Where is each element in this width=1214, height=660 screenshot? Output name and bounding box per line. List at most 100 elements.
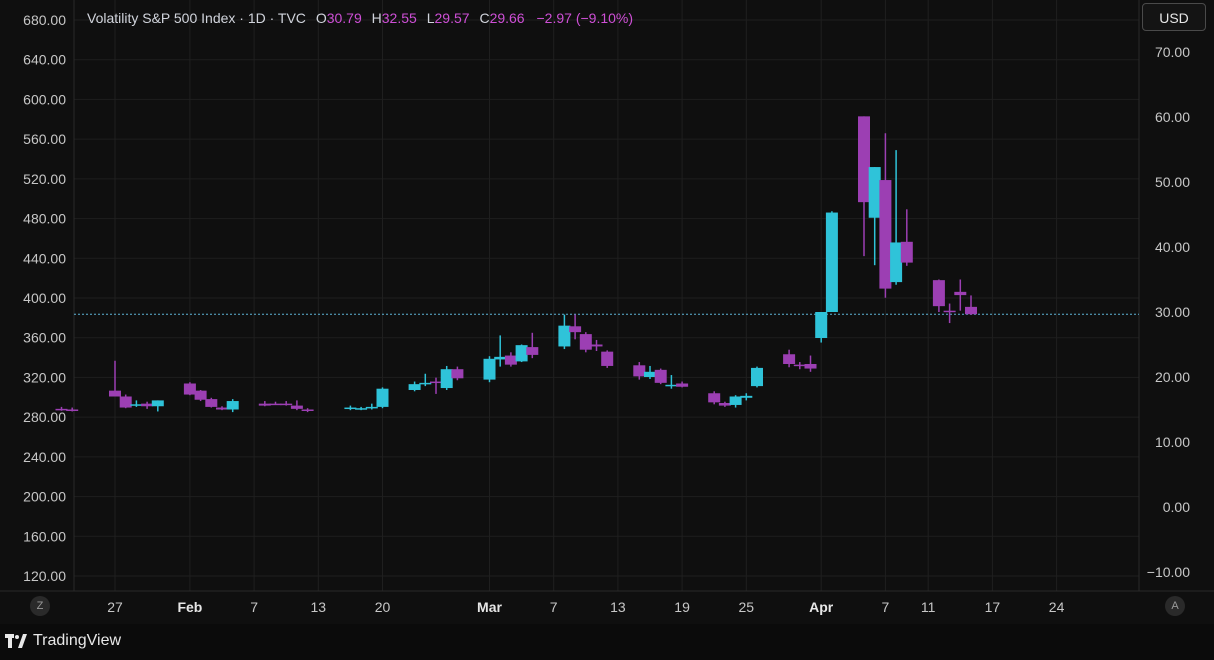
candle-body <box>965 306 977 315</box>
legend-title: Volatility S&P 500 Index · 1D · TVC <box>87 10 306 26</box>
right-axis-tick-label: 10.00 <box>1155 434 1190 450</box>
candlestick-chart: 680.00 640.00 600.00 560.00 520.00 480.00 440.… <box>0 0 1214 615</box>
legend-low-label: L <box>426 10 435 26</box>
candle <box>109 360 121 397</box>
time-axis-tick-label: 25 <box>739 599 755 615</box>
brand[interactable]: TradingView <box>5 632 121 650</box>
candle <box>900 209 913 266</box>
candle-body <box>729 396 742 405</box>
candle-body <box>644 371 656 377</box>
candle <box>601 350 614 368</box>
candle-body <box>151 400 164 407</box>
candle-body <box>226 401 239 410</box>
legend-close-label: C <box>479 10 490 26</box>
candle <box>194 390 207 402</box>
candle <box>280 401 293 406</box>
time-axis-tick-label: Mar <box>477 599 502 615</box>
right-axis-tick-label: 70.00 <box>1155 44 1190 60</box>
candle <box>226 399 239 413</box>
candle <box>515 344 528 363</box>
candle-body <box>601 351 614 366</box>
candle-body <box>558 325 571 347</box>
time-axis-tick-label: 7 <box>882 599 890 615</box>
time-axis-tick-label: Feb <box>177 599 202 615</box>
left-axis-tick-label: 560.00 <box>23 131 66 147</box>
right-axis-tick-label: 50.00 <box>1155 174 1190 190</box>
candle <box>729 395 742 408</box>
candle <box>879 133 892 298</box>
candle-body <box>954 291 967 296</box>
candle-body <box>718 403 731 406</box>
candle <box>183 382 196 396</box>
time-axis-tick-label: 13 <box>311 599 327 615</box>
time-axis-tick-label: 19 <box>674 599 690 615</box>
left-axis-tick-label: 680.00 <box>23 12 66 28</box>
candle <box>526 332 539 359</box>
candle <box>825 211 838 312</box>
legend-high-value: 32.55 <box>381 10 417 26</box>
candle <box>290 400 303 411</box>
right-axis-tick-label: 40.00 <box>1155 239 1190 255</box>
legend-open-value: 30.79 <box>326 10 362 26</box>
candle-body <box>194 390 207 400</box>
candle <box>718 401 731 407</box>
candle-body <box>183 383 196 395</box>
candle <box>419 373 432 387</box>
candle <box>558 314 571 350</box>
time-axis-tick-label: Apr <box>809 599 834 615</box>
candle-body <box>130 404 143 406</box>
left-axis-tick-label: 600.00 <box>23 91 66 107</box>
left-price-axis: 680.00 640.00 600.00 560.00 520.00 480.00 440.… <box>23 12 66 584</box>
brand-name: TradingView <box>33 632 122 649</box>
candle <box>665 375 678 389</box>
candle-body <box>890 242 903 283</box>
time-axis-tick-label: 7 <box>550 599 558 615</box>
candle <box>119 394 132 409</box>
candle <box>141 401 154 409</box>
time-axis-tick-label: 7 <box>250 599 258 615</box>
left-axis-tick-label: 400.00 <box>23 290 66 306</box>
candle <box>216 406 228 411</box>
candle-body <box>66 409 79 411</box>
candle-body <box>932 280 945 307</box>
currency-button[interactable]: USD <box>1142 3 1206 31</box>
right-axis-tick-label: 60.00 <box>1155 109 1190 125</box>
auto-scale-right-button[interactable]: A <box>1165 596 1185 616</box>
candle-body <box>494 356 507 360</box>
auto-scale-left-button[interactable]: Z <box>30 596 50 616</box>
candle-body <box>205 399 218 407</box>
candle <box>676 381 689 388</box>
time-axis-tick-label: 11 <box>921 599 936 615</box>
candles <box>55 116 977 413</box>
candle <box>440 365 453 390</box>
candle <box>494 335 507 367</box>
candle <box>504 352 517 367</box>
left-axis-tick-label: 360.00 <box>23 330 66 346</box>
candle <box>751 366 763 388</box>
candle-body <box>783 354 796 364</box>
candle <box>954 279 967 311</box>
legend-high-label: H <box>371 10 382 26</box>
candle-body <box>858 116 870 203</box>
candle <box>355 406 368 411</box>
candle <box>451 366 464 381</box>
candle <box>858 116 870 257</box>
time-axis-tick-label: 20 <box>375 599 391 615</box>
time-axis-tick-label: 17 <box>985 599 1001 615</box>
candle <box>943 303 956 324</box>
candle-body <box>355 408 368 410</box>
left-axis-tick-label: 640.00 <box>23 52 66 68</box>
right-axis-tick-label: 30.00 <box>1155 304 1190 320</box>
left-axis-tick-label: 520.00 <box>23 171 66 187</box>
candle <box>932 279 945 312</box>
left-axis-tick-label: 120.00 <box>23 568 66 584</box>
left-axis-tick-label: 240.00 <box>23 449 66 465</box>
candle <box>258 401 271 407</box>
gridlines <box>74 0 1139 591</box>
candle <box>344 405 357 411</box>
candle <box>130 400 143 407</box>
time-axis-tick-label: 24 <box>1049 599 1065 615</box>
candle-body <box>943 310 956 313</box>
legend-low-value: 29.57 <box>434 10 470 26</box>
candle <box>269 401 282 406</box>
